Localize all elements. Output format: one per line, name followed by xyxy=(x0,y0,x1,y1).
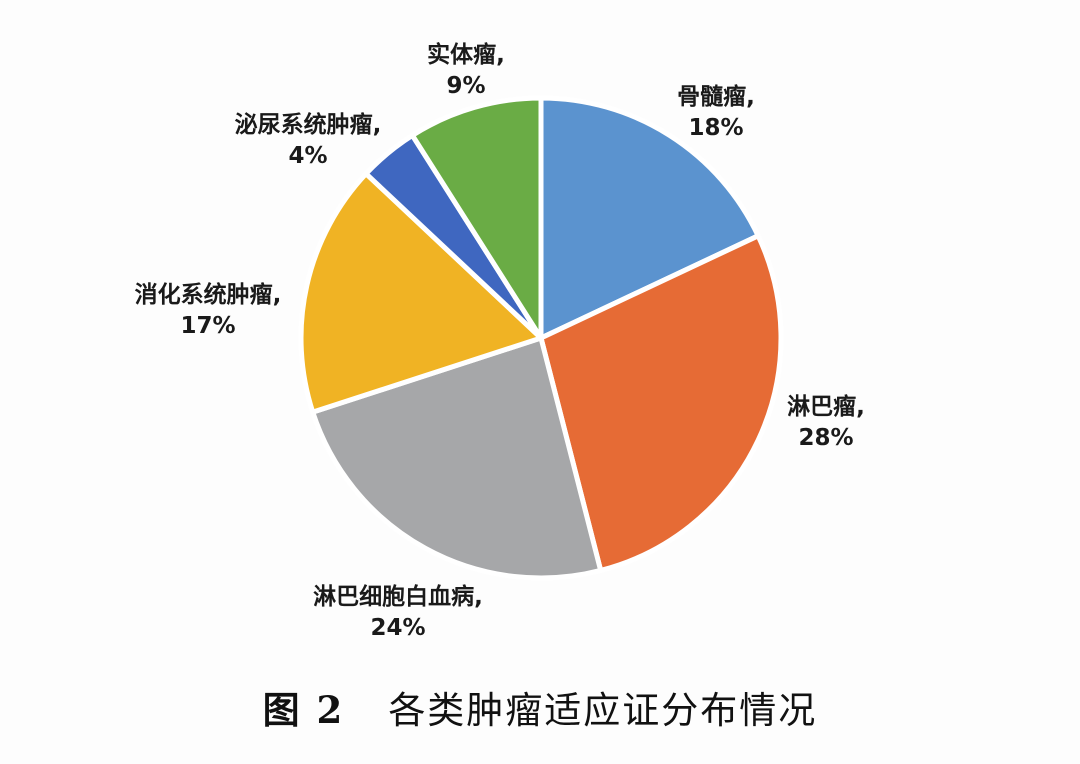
slice-name-label: 实体瘤, xyxy=(427,41,505,68)
pie-slice-3 xyxy=(310,335,604,581)
slice-name-label: 消化系统肿瘤, xyxy=(135,281,282,308)
slice-value-label: 4% xyxy=(288,143,327,169)
figure-title: 各类肿瘤适应证分布情况 xyxy=(388,689,818,732)
pie-labels: 骨髓瘤, 18% 淋巴瘤, 28% 淋巴细胞白血病, 24% 消化系统肿瘤, 17% 泌尿系统肿… xyxy=(135,41,865,641)
figure-caption: 图 2 各类肿瘤适应证分布情况 xyxy=(0,680,1080,734)
slice-value-label: 24% xyxy=(370,615,425,641)
pie-slice-1 xyxy=(538,95,761,341)
slice-value-label: 9% xyxy=(446,73,485,99)
slice-name-label: 淋巴细胞白血病, xyxy=(313,583,483,610)
slice-value-label: 18% xyxy=(688,115,743,141)
pie-slice-4 xyxy=(298,171,544,415)
pie-slices xyxy=(298,95,784,581)
pie-chart: 骨髓瘤, 18% 淋巴瘤, 28% 淋巴细胞白血病, 24% 消化系统肿瘤, 17% 泌尿系统肿… xyxy=(135,41,865,641)
slice-name-label: 骨髓瘤, xyxy=(677,83,755,110)
slice-name-label: 淋巴瘤, xyxy=(787,393,865,420)
figure-number: 图 2 xyxy=(262,688,345,732)
slice-value-label: 17% xyxy=(180,313,235,339)
pie-slice-6 xyxy=(409,95,544,341)
slice-name-label: 泌尿系统肿瘤, xyxy=(235,111,382,138)
pie-slice-2 xyxy=(538,233,784,573)
slice-value-label: 28% xyxy=(798,425,853,451)
